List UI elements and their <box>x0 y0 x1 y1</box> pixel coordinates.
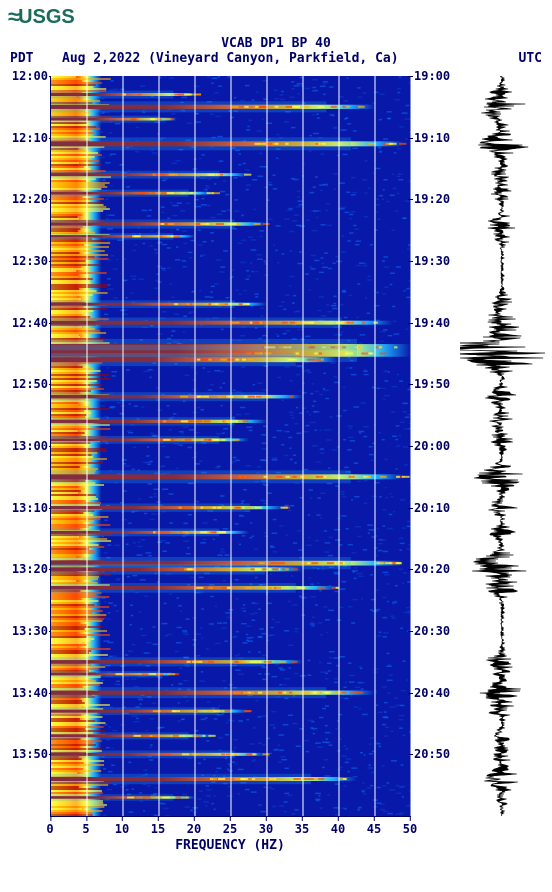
chart-title: VCAB DP1 BP 40 <box>10 36 542 51</box>
utc-label: UTC <box>519 51 542 66</box>
pdt-label: PDT <box>10 51 50 66</box>
chart-area: 12:0012:1012:2012:3012:4012:5013:0013:10… <box>0 66 552 856</box>
x-axis-label: FREQUENCY (HZ) <box>50 838 410 853</box>
y-axis-left: 12:0012:1012:2012:3012:4012:5013:0013:10… <box>0 76 48 816</box>
waveform-plot <box>460 76 545 816</box>
usgs-logo: ≈ USGS <box>0 0 552 30</box>
spectrogram-plot <box>50 76 411 817</box>
logo-text: USGS <box>18 6 75 29</box>
chart-header: VCAB DP1 BP 40 PDT Aug 2,2022 (Vineyard … <box>0 30 552 66</box>
y-axis-right: 19:0019:1019:2019:3019:4019:5020:0020:10… <box>414 76 456 816</box>
logo-wave-icon: ≈ <box>8 4 14 30</box>
date-location: Aug 2,2022 (Vineyard Canyon, Parkfield, … <box>62 51 399 66</box>
